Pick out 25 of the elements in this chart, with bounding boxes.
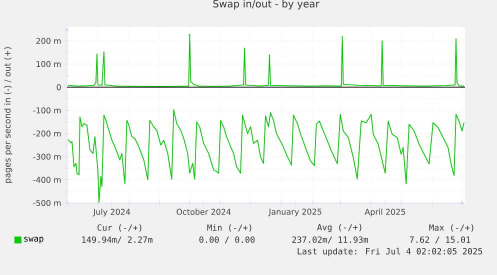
x-tick-label: April 2025 (364, 208, 406, 216)
y-tick-label: 200 m (36, 38, 61, 44)
y-tick-label: 0 (56, 84, 61, 90)
x-tick-label: July 2024 (92, 208, 130, 216)
text: Avg (-/+) (317, 224, 362, 232)
text: 7.62 / 15.01 (410, 236, 470, 244)
chart-title: Swap in/out - by year (213, 0, 320, 10)
line-series (68, 34, 464, 87)
text: Last update: Fri Jul 4 02:02:05 2025 (298, 248, 482, 256)
x-tick-label: January 2025 (268, 208, 322, 216)
text: Cur (-/+) (98, 224, 142, 232)
y-tick-label: -500 m (33, 200, 61, 206)
y-tick-label: -300 m (33, 154, 61, 160)
text: 149.94m/ 2.27m (82, 236, 152, 244)
text: 237.02m/ 11.93m (292, 236, 368, 244)
y-axis-title: pages per second in (-) / out (+) (4, 47, 12, 183)
x-tick-label: October 2024 (176, 208, 231, 215)
y-tick-label: -100 m (33, 107, 61, 114)
y-tick-label: 100 m (36, 61, 61, 68)
text: Max (-/+) (429, 224, 474, 232)
legend-label: swap (24, 236, 44, 244)
text: Min (-/+) (207, 224, 252, 232)
text: 0.00 / 0.00 (199, 236, 255, 244)
y-tick-label: -400 m (33, 176, 61, 183)
y-tick-label: -200 m (33, 130, 61, 137)
